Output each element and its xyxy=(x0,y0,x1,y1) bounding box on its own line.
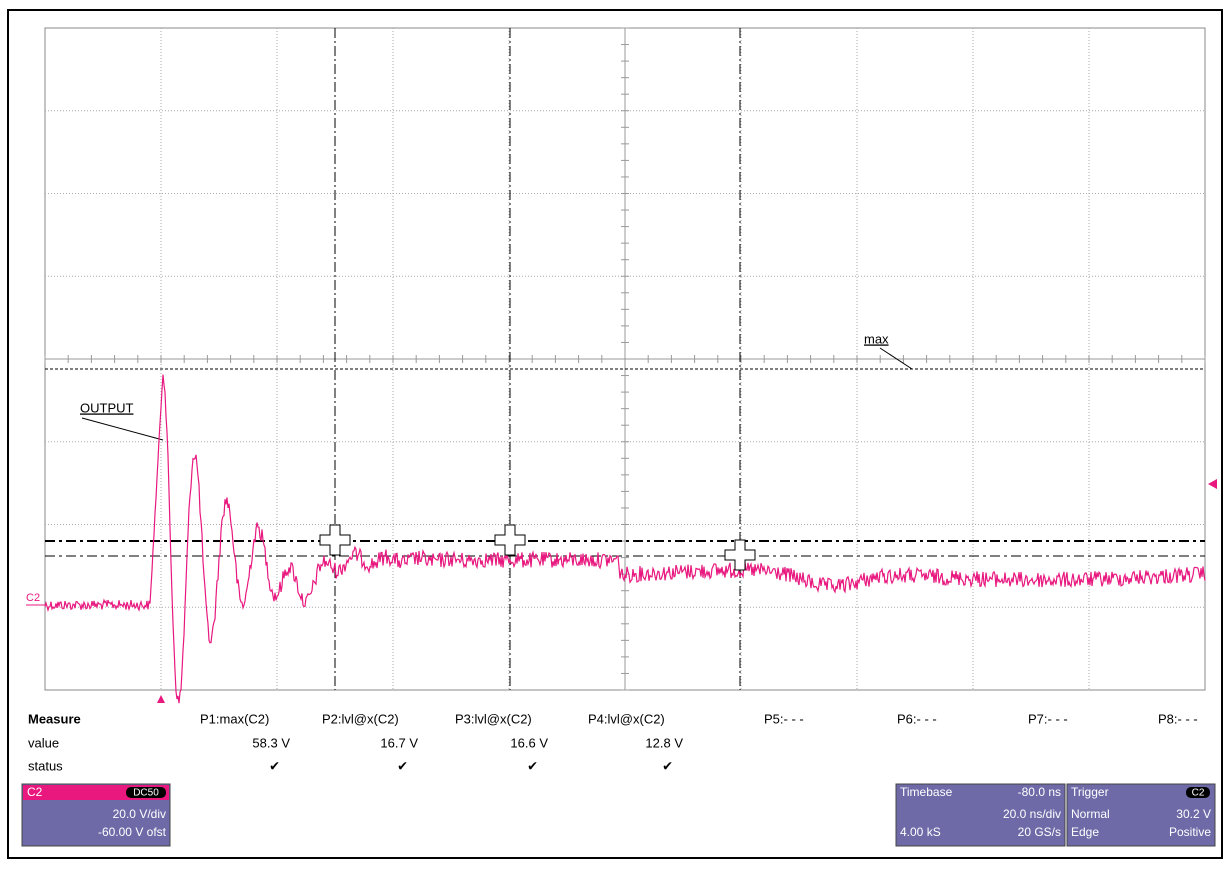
trigger-type: Edge xyxy=(1071,825,1099,839)
channel-panel: C2 DC50 20.0 V/div -60.00 V ofst xyxy=(21,783,171,847)
leader-line xyxy=(879,347,913,370)
param-name: P2:lvl@x(C2) xyxy=(322,711,399,726)
trigger-time-marker xyxy=(157,695,165,703)
grid xyxy=(44,27,1206,691)
param-value: 16.6 V xyxy=(510,735,548,750)
cursor-crosses xyxy=(319,524,756,571)
leader-line xyxy=(81,417,164,441)
param-name: P8:- - - xyxy=(1158,711,1198,726)
output-label: OUTPUT xyxy=(80,400,134,415)
timebase-samples: 4.00 kS xyxy=(900,825,941,839)
trigger-mode: Normal xyxy=(1071,807,1110,821)
frame xyxy=(7,9,1223,859)
cursors xyxy=(45,28,1205,690)
trigger-source: C2 xyxy=(1192,788,1205,799)
timebase-rate: 20 GS/s xyxy=(1018,825,1061,839)
trigger-title: Trigger xyxy=(1071,785,1109,799)
timebase-scale: 20.0 ns/div xyxy=(1003,807,1061,821)
timebase-panel: Timebase -80.0 ns 20.0 ns/div 4.00 kS 20… xyxy=(895,783,1066,847)
param-status: ✔ xyxy=(527,758,538,773)
cross xyxy=(494,524,526,556)
cross xyxy=(319,524,351,556)
measure-params: P1:max(C2) 58.3 V ✔ P2:lvl@x(C2) 16.7 V ✔ P3:l… xyxy=(200,711,1198,773)
badge xyxy=(1186,787,1210,798)
channel-offset: -60.00 V ofst xyxy=(98,825,167,839)
trigger-panel: Trigger C2 Normal 30.2 V Edge Positive xyxy=(1066,783,1216,847)
channel-name: C2 xyxy=(27,785,43,799)
param-value: 58.3 V xyxy=(252,735,290,750)
param-name: P5:- - - xyxy=(764,711,804,726)
trigger-level: 30.2 V xyxy=(1176,807,1211,821)
param-name: P1:max(C2) xyxy=(200,711,269,726)
trigger-level-marker xyxy=(1208,479,1217,489)
waveform xyxy=(44,374,1206,704)
coupling: DC50 xyxy=(133,788,159,799)
channel-marker: C2 xyxy=(26,592,40,604)
timebase-delay: -80.0 ns xyxy=(1018,785,1061,799)
param-status: ✔ xyxy=(662,758,673,773)
param-status: ✔ xyxy=(397,758,408,773)
badge xyxy=(126,787,166,798)
panel-bg xyxy=(895,783,1066,847)
measure-title: Measure xyxy=(28,711,81,726)
cross xyxy=(724,539,756,571)
param-name: P4:lvl@x(C2) xyxy=(588,711,665,726)
param-name: P3:lvl@x(C2) xyxy=(455,711,532,726)
trigger-slope: Positive xyxy=(1169,825,1211,839)
row-label: value xyxy=(28,735,59,750)
timebase-title: Timebase xyxy=(900,785,953,799)
row-label: status xyxy=(28,758,63,773)
param-value: 16.7 V xyxy=(380,735,418,750)
param-status: ✔ xyxy=(269,758,280,773)
param-value: 12.8 V xyxy=(645,735,683,750)
max-label: max xyxy=(864,331,889,346)
param-name: P6:- - - xyxy=(897,711,937,726)
param-name: P7:- - - xyxy=(1028,711,1068,726)
channel-scale: 20.0 V/div xyxy=(113,807,166,821)
